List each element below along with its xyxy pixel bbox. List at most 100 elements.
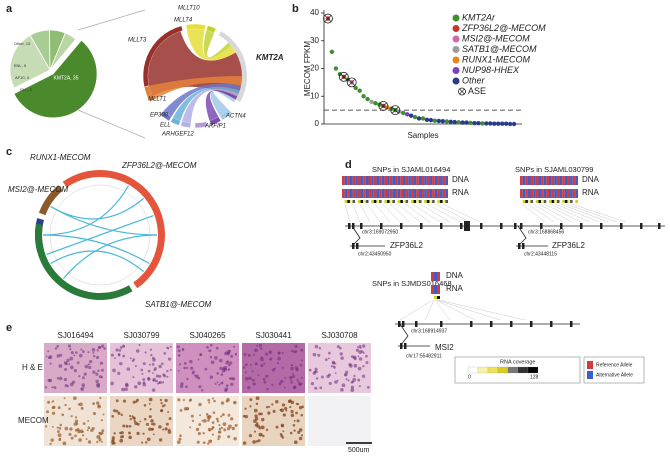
- cell: [214, 356, 218, 360]
- allele-band: [533, 176, 536, 185]
- cell: [155, 374, 159, 378]
- cell: [202, 441, 206, 444]
- point: [500, 121, 505, 126]
- allele-band: [570, 189, 573, 198]
- cell: [285, 409, 288, 412]
- coverage-cell: [355, 200, 358, 203]
- allele-band: [371, 176, 374, 185]
- coverage-cell: [530, 200, 534, 203]
- cell: [278, 352, 281, 355]
- cell: [205, 413, 209, 416]
- ase-cross: [324, 15, 332, 22]
- cell: [314, 386, 318, 390]
- cell: [70, 415, 73, 418]
- cell: [199, 414, 202, 417]
- cell: [202, 419, 207, 423]
- cell: [219, 366, 223, 370]
- exon: [440, 223, 443, 229]
- allele-band: [554, 189, 557, 198]
- cell: [234, 423, 238, 427]
- allele-band: [440, 176, 443, 185]
- cell: [256, 424, 260, 428]
- cell: [111, 440, 115, 444]
- cell: [260, 357, 264, 362]
- cell: [252, 353, 255, 356]
- cell: [161, 405, 165, 408]
- cell: [319, 386, 323, 390]
- coverage-cell: [421, 200, 425, 203]
- cell: [167, 411, 170, 414]
- cell: [129, 414, 132, 418]
- cell: [177, 349, 181, 353]
- allele-band: [533, 189, 536, 198]
- cell: [177, 354, 181, 357]
- cell: [254, 362, 258, 366]
- legend-label: NUP98-HHEX: [462, 65, 520, 75]
- pie-slice: [13, 39, 98, 119]
- cell: [77, 403, 81, 406]
- cell: [361, 374, 366, 378]
- allele-band: [426, 189, 430, 198]
- cell: [290, 409, 294, 414]
- allele-band: [434, 272, 437, 281]
- allele-band: [437, 189, 441, 198]
- ase-marker: [338, 71, 349, 82]
- legend-swatch: [587, 361, 593, 369]
- cell: [255, 402, 259, 406]
- cell: [177, 369, 180, 372]
- cell: [141, 372, 144, 375]
- cell: [273, 367, 277, 370]
- cell: [47, 350, 50, 353]
- cell: [204, 367, 208, 371]
- cell: [87, 351, 90, 354]
- allele-band: [421, 176, 425, 185]
- snp-link: [549, 203, 591, 223]
- cell: [328, 381, 332, 386]
- cell: [290, 413, 295, 418]
- cell: [242, 366, 246, 369]
- cell: [222, 422, 227, 427]
- chord-ribbon: [186, 28, 236, 61]
- cell: [233, 345, 236, 348]
- cell: [252, 440, 256, 444]
- cell: [258, 412, 262, 416]
- coverage-cell: [349, 200, 353, 203]
- ihc-image: [308, 396, 371, 446]
- cell: [221, 413, 225, 417]
- point: [460, 120, 465, 125]
- legend-label: Other: [462, 75, 486, 85]
- cell: [247, 385, 251, 390]
- cell: [58, 427, 62, 430]
- cell: [152, 433, 155, 436]
- cell: [79, 429, 84, 434]
- cell: [62, 441, 67, 446]
- cell: [158, 381, 161, 384]
- allele-band: [434, 176, 438, 185]
- allele-band: [400, 176, 403, 185]
- allele-band: [373, 189, 377, 198]
- cell: [142, 382, 147, 387]
- chord-label: MLLT4: [174, 18, 193, 24]
- allele-band: [347, 176, 350, 185]
- cell: [345, 378, 348, 381]
- exon: [520, 223, 523, 229]
- exon: [620, 223, 623, 229]
- cell: [134, 385, 138, 389]
- cell: [247, 353, 251, 357]
- cell: [92, 351, 95, 354]
- y-tick-label: 10: [310, 91, 319, 100]
- coverage-cell: [360, 200, 364, 203]
- exon: [470, 321, 473, 327]
- allele-band: [405, 176, 409, 185]
- panel-letter: c: [6, 146, 12, 158]
- exon: [560, 223, 563, 229]
- cell: [358, 357, 363, 361]
- coverage-cell: [445, 200, 448, 203]
- cell: [207, 398, 211, 402]
- cell: [151, 372, 154, 375]
- coverage-cell: [437, 200, 441, 203]
- cell: [215, 417, 219, 421]
- exon: [400, 343, 403, 349]
- chr-label: chr2:43448115: [524, 251, 557, 257]
- cell: [135, 349, 140, 353]
